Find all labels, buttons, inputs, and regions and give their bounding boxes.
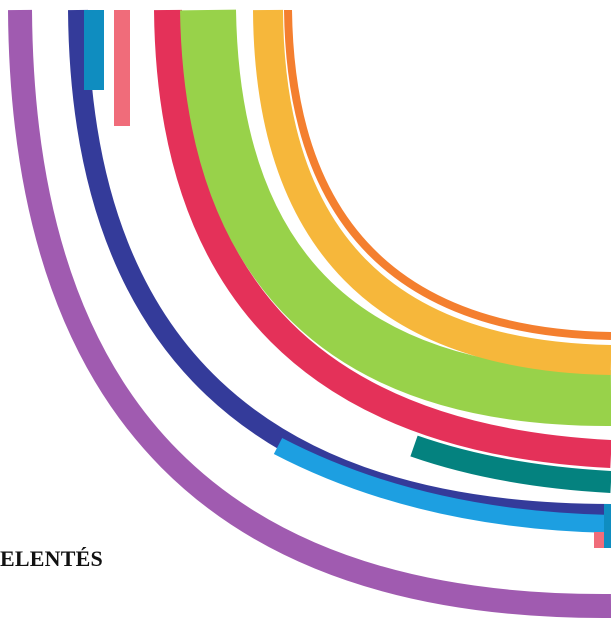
report-title-fragment: ELENTÉS (0, 546, 103, 571)
arc-lime (180, 9, 611, 427)
arc-purple (8, 9, 611, 619)
arc-sky (273, 438, 611, 533)
tick-steelblue-small (604, 504, 611, 548)
arc-gold (253, 9, 611, 375)
arc-teal (410, 435, 611, 493)
arc-orange (284, 9, 611, 340)
tick-steelblue (84, 10, 104, 90)
tick-pink (114, 10, 130, 126)
arc-crimson (154, 9, 611, 468)
